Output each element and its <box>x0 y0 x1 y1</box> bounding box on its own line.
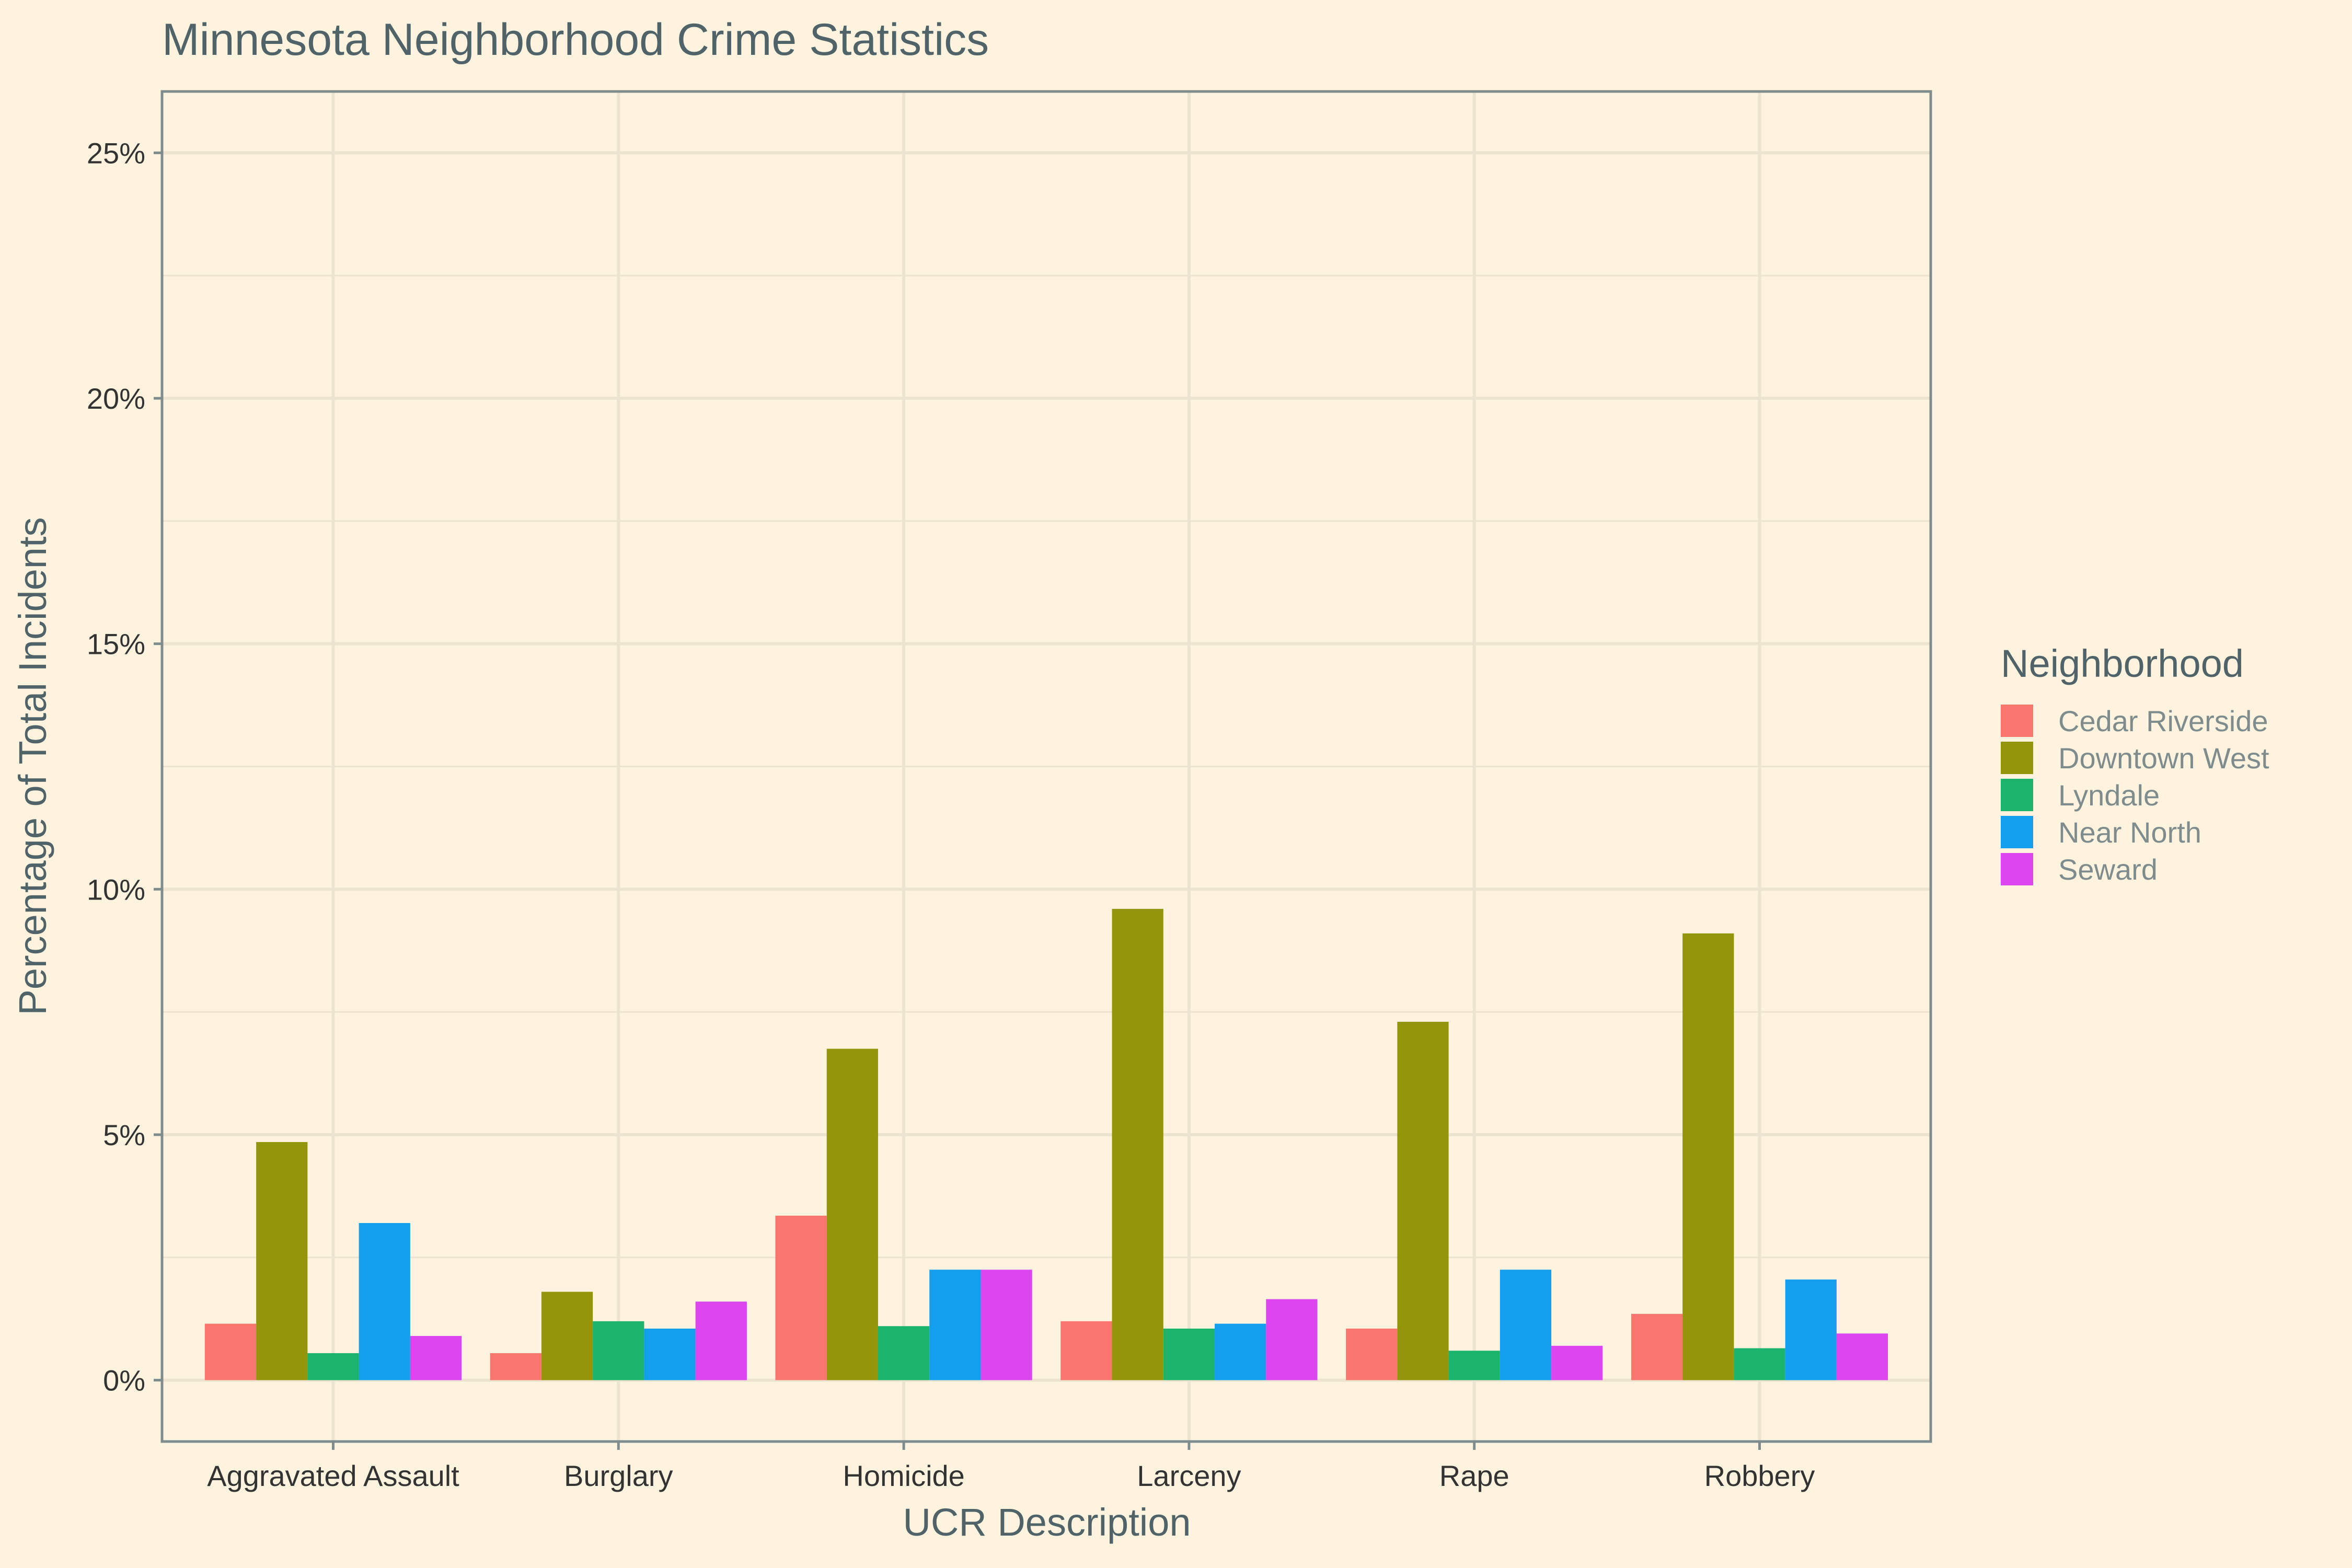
y-axis-title: Percentage of Total Incidents <box>11 517 54 1015</box>
legend-label: Downtown West <box>2058 742 2269 775</box>
grid <box>162 91 1931 1442</box>
bar <box>1397 1021 1449 1380</box>
bar <box>826 1048 878 1380</box>
bar <box>1266 1299 1318 1380</box>
bar <box>1785 1279 1837 1380</box>
legend-swatch <box>2001 705 2033 737</box>
bar <box>1163 1328 1215 1380</box>
bar <box>359 1223 410 1380</box>
bar <box>1215 1323 1266 1380</box>
x-tick-label: Burglary <box>564 1459 673 1492</box>
legend-label: Seward <box>2058 853 2158 886</box>
legend-swatch <box>2001 853 2033 885</box>
x-tick-label: Homicide <box>843 1459 964 1492</box>
x-axis: Aggravated Assault Burglary Homicide Larcen… <box>207 1442 1815 1492</box>
bar <box>1112 908 1163 1380</box>
bar <box>1682 933 1734 1380</box>
panel-border <box>160 90 1932 1443</box>
bar <box>644 1328 696 1380</box>
legend-label: Cedar Riverside <box>2058 705 2268 737</box>
bar <box>695 1301 747 1380</box>
legend-title: Neighborhood <box>2001 642 2244 685</box>
bar <box>981 1270 1032 1380</box>
bar <box>878 1326 930 1380</box>
y-tick-label: 25% <box>87 136 145 169</box>
y-tick-label: 0% <box>103 1364 145 1397</box>
x-axis-title: UCR Description <box>903 1501 1191 1544</box>
bars <box>204 908 1888 1380</box>
bar <box>204 1323 257 1380</box>
legend-label: Near North <box>2058 816 2201 849</box>
bar <box>775 1215 827 1380</box>
bar <box>541 1292 593 1380</box>
legend-swatch <box>2001 816 2033 848</box>
x-tick-label: Robbery <box>1704 1459 1815 1492</box>
bar <box>593 1321 644 1380</box>
legend: Neighborhood Cedar Riverside Downtown Wes… <box>2001 642 2269 886</box>
bar <box>1836 1333 1888 1380</box>
bar <box>1346 1328 1398 1380</box>
bar <box>410 1336 462 1380</box>
bar <box>1500 1270 1552 1380</box>
legend-swatch <box>2001 742 2033 774</box>
legend-label: Lyndale <box>2058 779 2160 812</box>
y-tick-label: 20% <box>87 382 145 415</box>
bar <box>1448 1351 1500 1380</box>
y-tick-label: 5% <box>103 1119 145 1151</box>
bar <box>490 1353 541 1380</box>
bar <box>307 1353 359 1380</box>
bar <box>256 1142 308 1380</box>
y-tick-label: 10% <box>87 873 145 906</box>
y-axis: 0% 5% 10% 15% 20% 25% <box>87 136 162 1397</box>
bar <box>1060 1321 1112 1380</box>
y-tick-label: 15% <box>87 628 145 661</box>
bar <box>1734 1348 1785 1380</box>
x-tick-label: Larceny <box>1137 1459 1241 1492</box>
bar <box>1631 1313 1683 1380</box>
x-tick-label: Aggravated Assault <box>207 1459 459 1492</box>
bar <box>929 1270 981 1380</box>
bar <box>1551 1345 1603 1380</box>
legend-swatch <box>2001 779 2033 811</box>
chart-title: Minnesota Neighborhood Crime Statistics <box>162 15 989 65</box>
x-tick-label: Rape <box>1439 1459 1509 1492</box>
